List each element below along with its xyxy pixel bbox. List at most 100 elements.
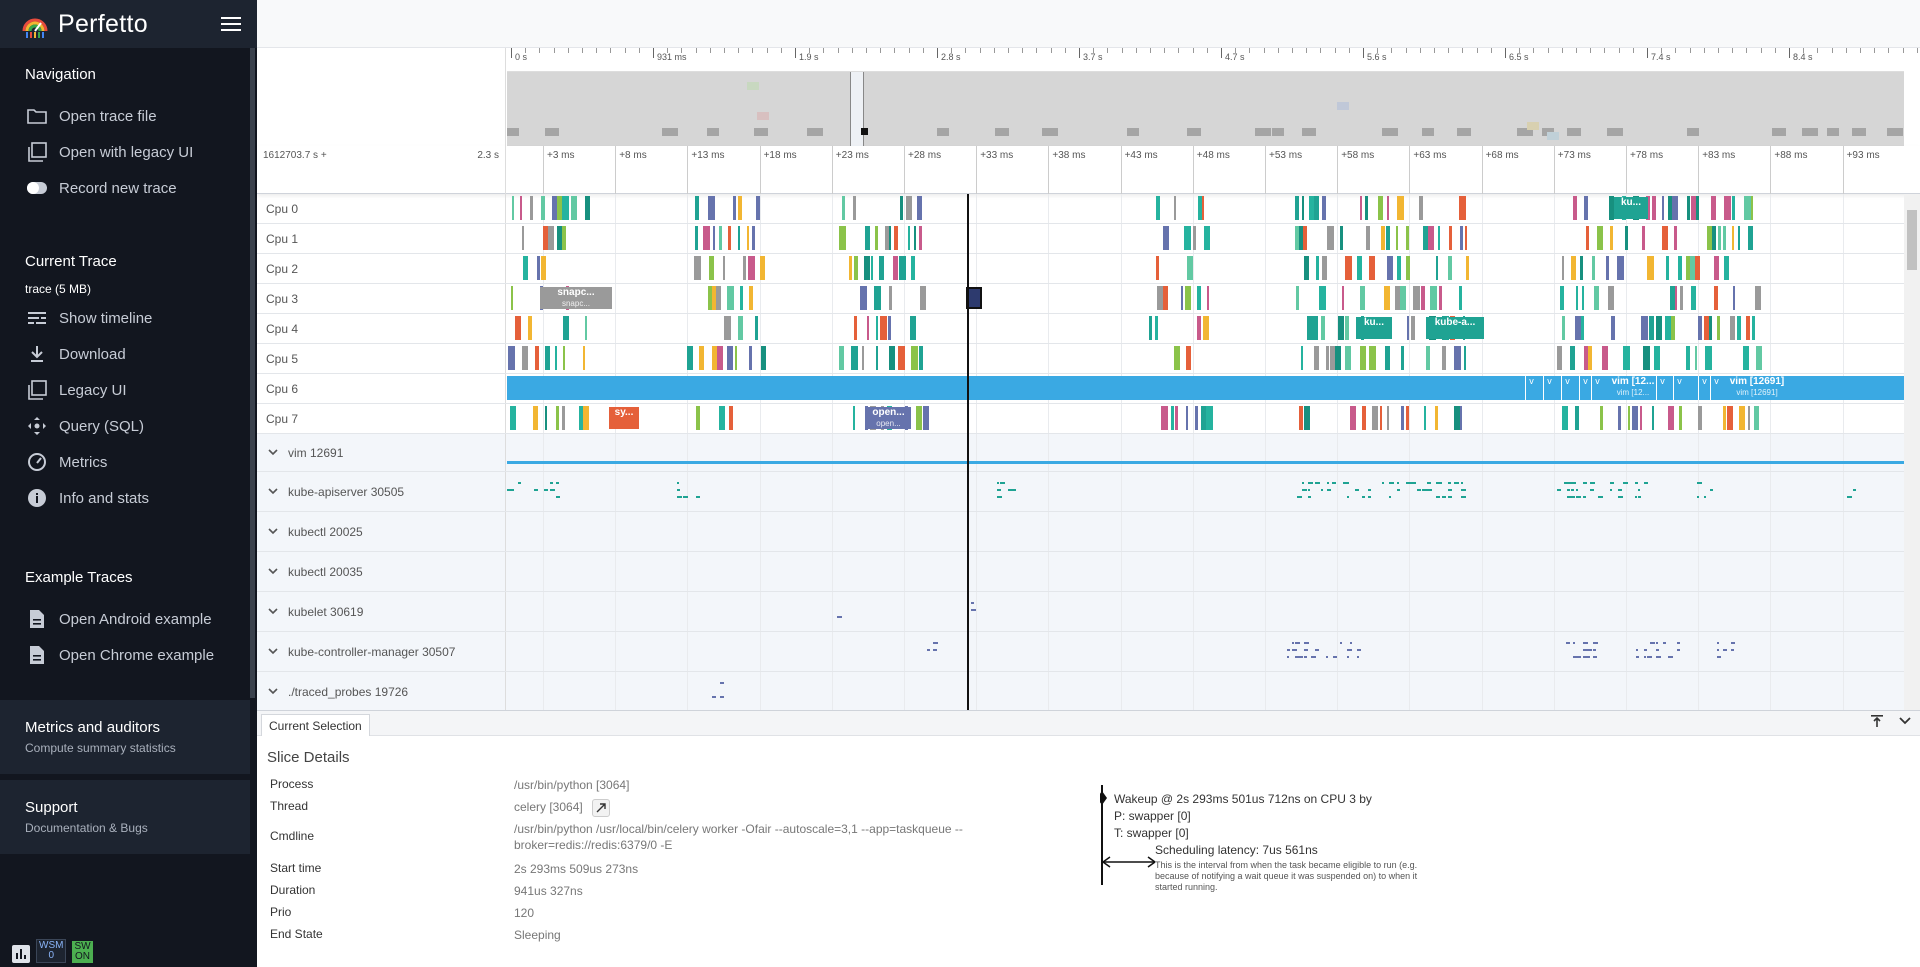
thread-slice[interactable]: [694, 196, 699, 220]
thread-slice[interactable]: [570, 196, 577, 220]
thread-slice[interactable]: [894, 226, 898, 250]
thread-slice[interactable]: [860, 286, 868, 310]
thread-slice[interactable]: [1359, 346, 1366, 370]
thread-slice[interactable]: [557, 196, 565, 220]
thread-slice[interactable]: [1464, 226, 1467, 250]
thread-slice[interactable]: [1724, 196, 1732, 220]
thread-slice[interactable]: [1314, 196, 1320, 220]
thread-slice[interactable]: [875, 316, 878, 340]
thread-slice[interactable]: [1646, 656, 1652, 658]
thread-slice[interactable]: [1691, 196, 1698, 220]
download-item[interactable]: Download: [0, 336, 250, 372]
thread-slice[interactable]: [1592, 256, 1596, 280]
open-trace-file-item[interactable]: Open trace file: [0, 98, 250, 134]
thread-slice[interactable]: [1310, 316, 1318, 340]
thread-slice[interactable]: [551, 196, 557, 220]
thread-slice[interactable]: [1634, 482, 1638, 484]
thread-slice[interactable]: [1755, 346, 1762, 370]
thread-slice[interactable]: [584, 316, 587, 340]
thread-slice[interactable]: [521, 226, 524, 250]
thread-slice[interactable]: [1743, 196, 1751, 220]
thread-slice[interactable]: [1655, 316, 1662, 340]
thread-slice[interactable]: [723, 256, 726, 280]
thread-slice[interactable]: [1361, 406, 1366, 430]
thread-slice[interactable]: [1726, 406, 1733, 430]
thread-slice[interactable]: [718, 226, 722, 250]
thread-slice[interactable]: [841, 196, 845, 220]
thread-slice[interactable]: [889, 346, 896, 370]
thread-slice[interactable]: [563, 316, 570, 340]
support-block[interactable]: Support Documentation & Bugs: [0, 780, 250, 854]
thread-slice[interactable]: [1394, 286, 1401, 310]
thread-slice[interactable]: [716, 346, 723, 370]
thread-slice[interactable]: [851, 346, 859, 370]
thread-slice[interactable]: [1439, 286, 1443, 310]
sidebar-scrollbar[interactable]: [250, 48, 255, 698]
thread-slice[interactable]: [867, 316, 870, 340]
thread-slice[interactable]: [889, 226, 892, 250]
thread-slice[interactable]: [1197, 286, 1201, 310]
thread-slice[interactable]: [1287, 649, 1290, 651]
thread-slice[interactable]: [1635, 649, 1638, 651]
thread-slice[interactable]: [1733, 286, 1736, 310]
process-track-1[interactable]: kube-apiserver 30505: [257, 472, 1916, 512]
thread-slice[interactable]: [1315, 649, 1319, 651]
thread-slice[interactable]: [1617, 406, 1621, 430]
thread-slice[interactable]: [918, 226, 922, 250]
thread-slice[interactable]: [511, 196, 514, 220]
thread-slice[interactable]: [1623, 482, 1629, 484]
thread-slice[interactable]: [1304, 406, 1311, 430]
hamburger-menu-icon[interactable]: [221, 17, 241, 32]
thread-slice[interactable]: [1646, 256, 1654, 280]
process-track-canvas[interactable]: [507, 632, 1916, 671]
thread-slice[interactable]: [1753, 406, 1759, 430]
thread-slice[interactable]: [682, 496, 688, 498]
cpu-track-canvas[interactable]: ku...: [507, 194, 1916, 223]
cpu-track-canvas[interactable]: [507, 224, 1916, 253]
thread-slice[interactable]: [892, 256, 898, 280]
thread-slice[interactable]: [1574, 406, 1579, 430]
thread-slice[interactable]: [1609, 482, 1614, 484]
thread-slice[interactable]: [1638, 489, 1641, 491]
thread-slice[interactable]: [702, 226, 710, 250]
process-track-canvas[interactable]: [507, 592, 1916, 631]
thread-slice[interactable]: [1632, 406, 1639, 430]
thread-slice[interactable]: [1367, 496, 1371, 498]
process-track-0[interactable]: vim 12691: [257, 434, 1916, 472]
thread-slice[interactable]: [1304, 656, 1308, 658]
thread-slice[interactable]: [544, 346, 550, 370]
chevron-down-icon[interactable]: [266, 645, 280, 659]
thread-slice[interactable]: [1592, 649, 1596, 651]
thread-slice[interactable]: [1422, 226, 1430, 250]
thread-slice[interactable]: [1447, 496, 1452, 498]
thread-slice[interactable]: [1000, 482, 1006, 484]
thread-slice[interactable]: [1184, 226, 1192, 250]
thread-slice[interactable]: v: [1673, 376, 1685, 400]
thread-slice[interactable]: [1617, 256, 1625, 280]
thread-slice[interactable]: [1405, 406, 1409, 430]
thread-slice[interactable]: [1662, 642, 1666, 644]
thread-slice[interactable]: [1421, 286, 1426, 310]
thread-slice[interactable]: v: [1543, 376, 1555, 400]
thread-slice[interactable]: [561, 406, 565, 430]
thread-slice[interactable]: [510, 406, 517, 430]
thread-slice[interactable]: [1732, 196, 1736, 220]
thread-slice[interactable]: [1321, 489, 1324, 491]
thread-slice[interactable]: [1573, 642, 1575, 644]
thread-slice[interactable]: [694, 256, 702, 280]
thread-slice[interactable]: [1295, 656, 1300, 658]
metrics-auditors-block[interactable]: Metrics and auditors Compute summary sta…: [0, 700, 250, 774]
chevron-down-icon[interactable]: [1898, 714, 1912, 728]
thread-slice[interactable]: [1698, 316, 1703, 340]
thread-slice[interactable]: [1344, 256, 1352, 280]
thread-slice[interactable]: [507, 489, 512, 491]
thread-slice[interactable]: [1430, 286, 1438, 310]
thread-slice[interactable]: [1459, 226, 1463, 250]
thread-slice[interactable]: [1423, 406, 1426, 430]
thread-slice[interactable]: [549, 482, 553, 484]
thread-slice[interactable]: [1695, 256, 1701, 280]
thread-slice[interactable]: [1599, 406, 1603, 430]
thread-slice[interactable]: [1418, 196, 1423, 220]
thread-slice[interactable]: [1400, 286, 1407, 310]
thread-slice[interactable]: [1724, 256, 1730, 280]
